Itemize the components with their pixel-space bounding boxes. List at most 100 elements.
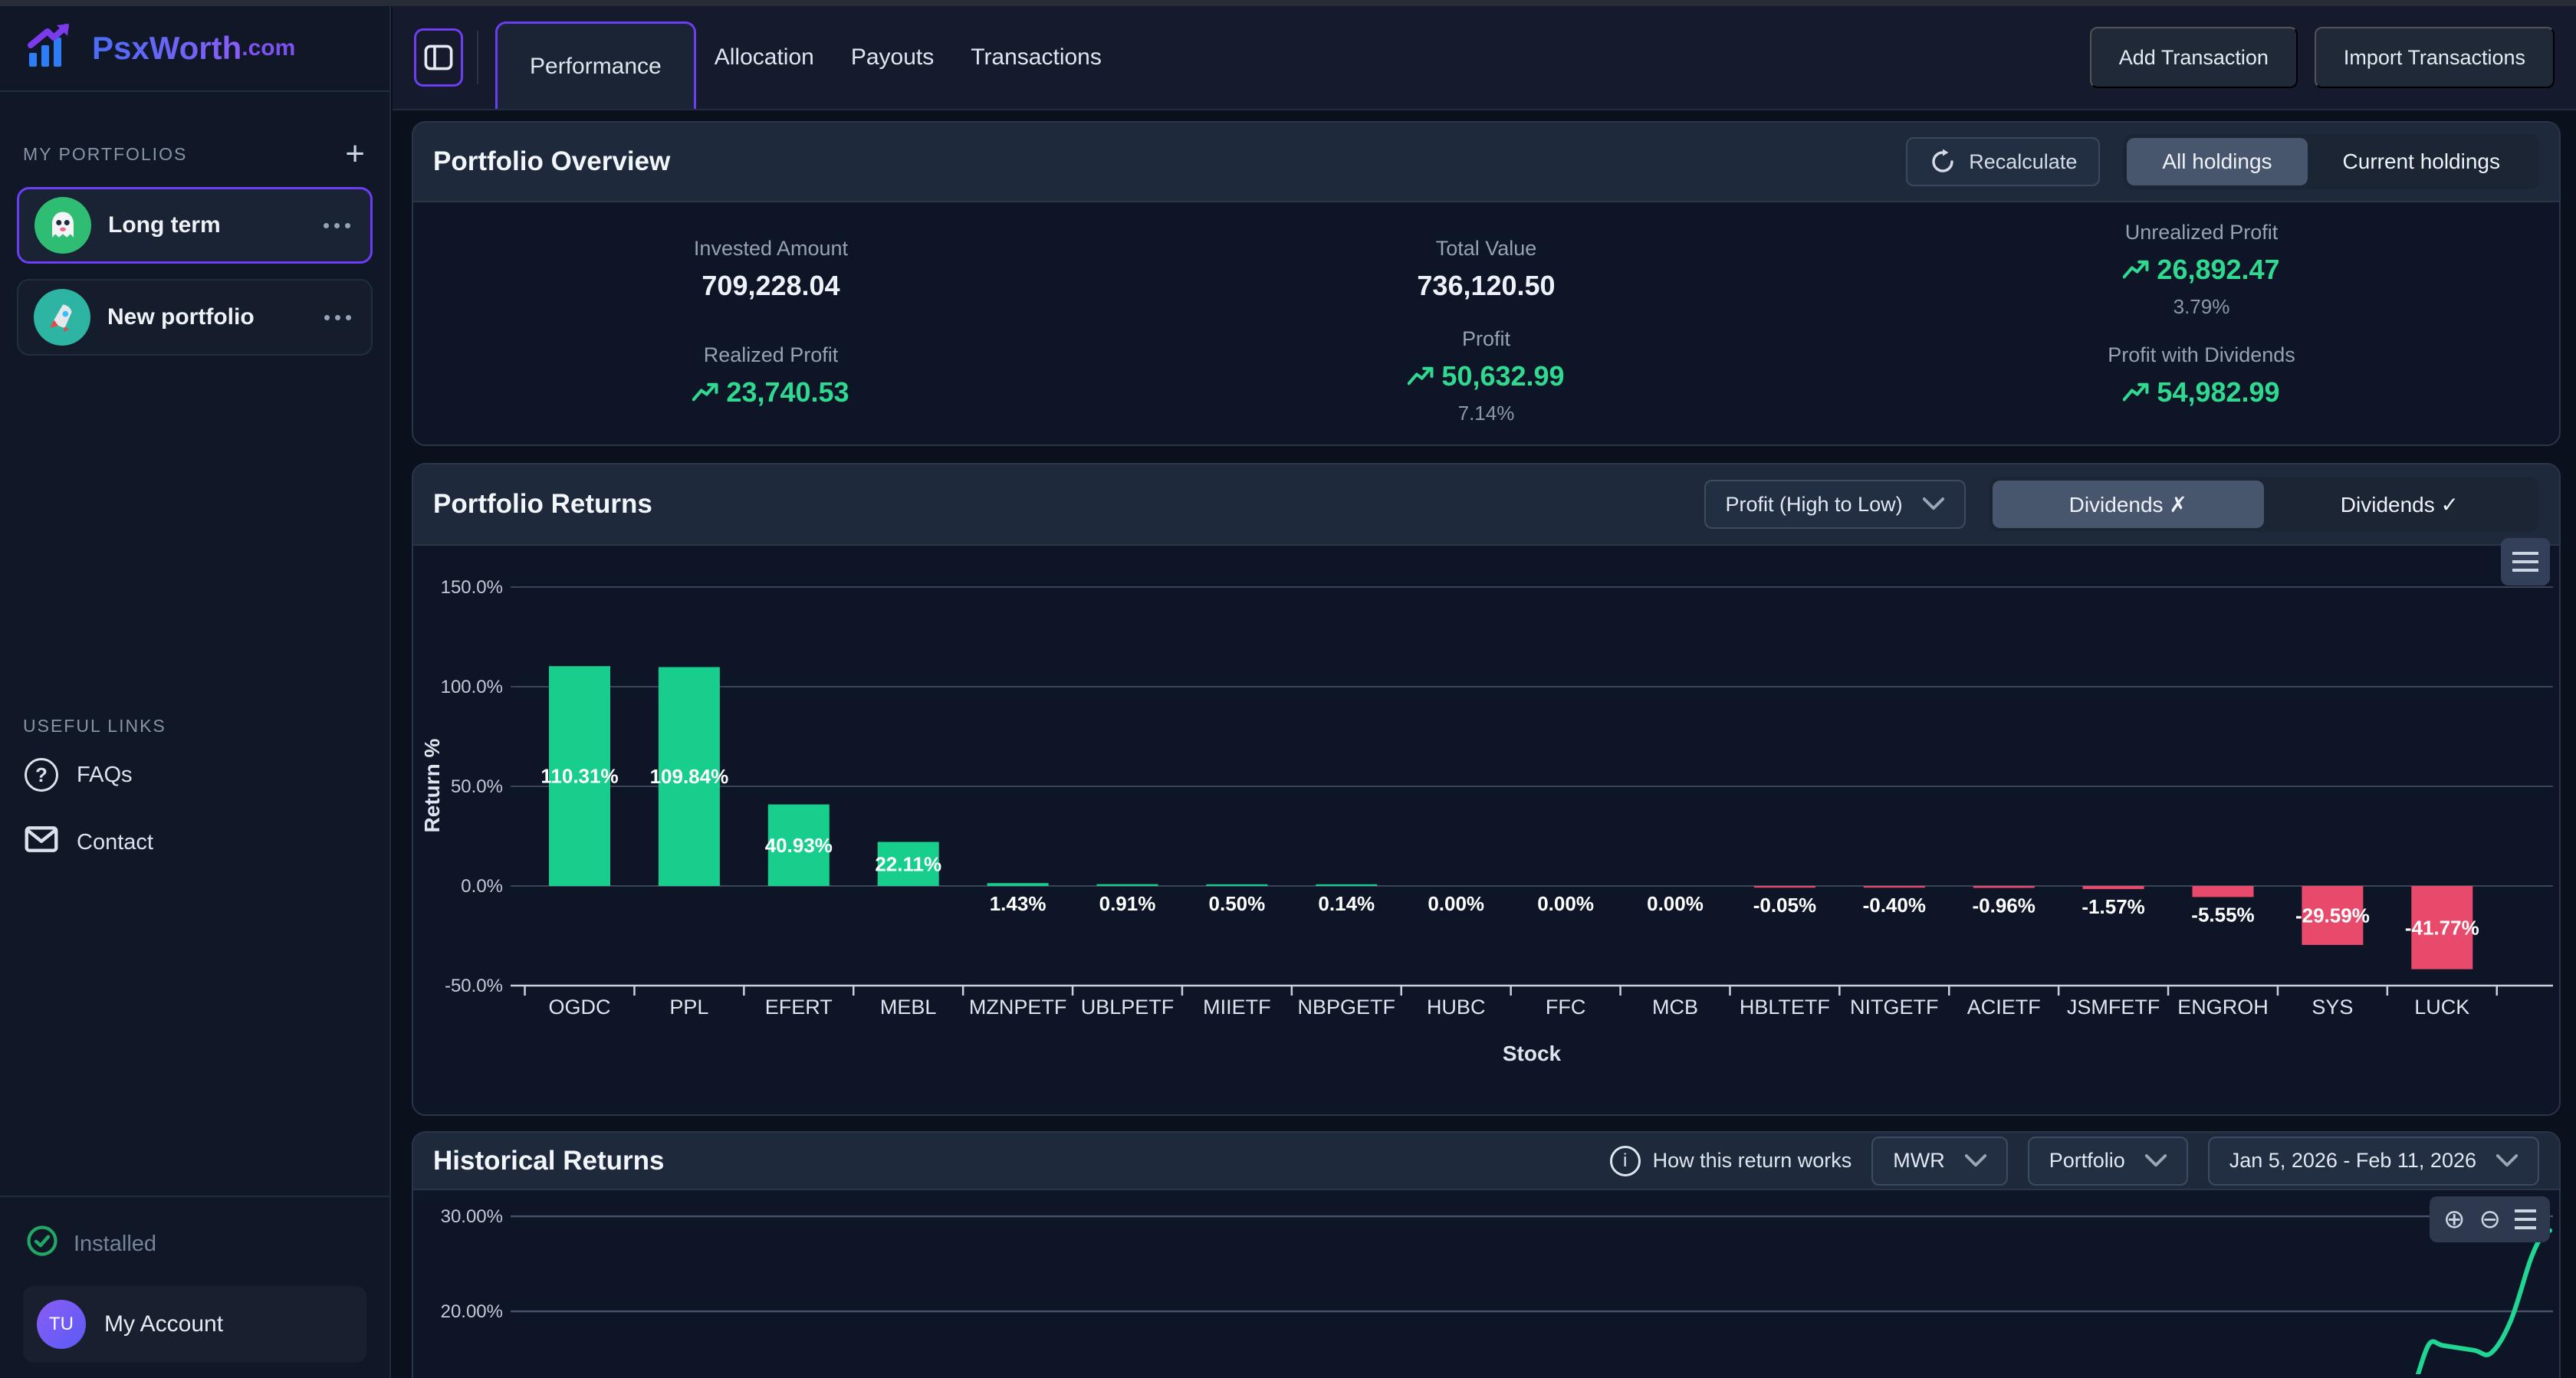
sidebar-item-portfolio-new[interactable]: New portfolio (17, 279, 373, 356)
avatar: TU (37, 1300, 86, 1349)
tab-allocation[interactable]: Allocation (714, 44, 814, 70)
chevron-down-icon (2144, 1153, 2167, 1166)
chart-menu-button[interactable] (2501, 538, 2550, 586)
sidebar-item-contact[interactable]: Contact (25, 825, 365, 859)
chart-zoom-controls: ⊕ ⊖ (2430, 1196, 2550, 1242)
useful-links-header: USEFUL LINKS (23, 716, 366, 737)
trend-up-icon (2123, 382, 2149, 402)
stat-profit-with-dividends: Profit with Dividends 54,982.99 (2108, 343, 2295, 408)
svg-text:110.31%: 110.31% (540, 765, 618, 788)
current-holdings-toggle[interactable]: Current holdings (2342, 149, 2500, 173)
svg-text:22.11%: 22.11% (875, 852, 941, 875)
portfolio-menu-icon[interactable] (320, 307, 356, 328)
sort-dropdown-value: Profit (High to Low) (1725, 492, 1903, 516)
useful-links: USEFUL LINKS ? FAQs Contact (17, 716, 373, 859)
svg-text:-0.96%: -0.96% (1973, 894, 2036, 917)
portfolio-menu-icon[interactable] (319, 215, 355, 236)
portfolio-name: New portfolio (107, 304, 255, 330)
svg-text:Stock: Stock (1503, 1042, 1562, 1065)
sidebar-item-faqs[interactable]: ? FAQs (25, 758, 365, 792)
svg-text:MZNPETF: MZNPETF (969, 996, 1067, 1019)
envelope-icon (25, 825, 58, 859)
add-portfolio-button[interactable]: + (345, 135, 366, 172)
overview-stats: Invested Amount 709,228.04 Total Value 7… (413, 202, 2559, 445)
portfolio-overview-card: Portfolio Overview Recalculate All holdi… (412, 121, 2561, 446)
main-area: Performance Allocation Payouts Transacti… (393, 6, 2576, 1378)
svg-text:0.0%: 0.0% (461, 876, 503, 897)
svg-text:-29.59%: -29.59% (2295, 904, 2370, 927)
svg-text:0.00%: 0.00% (1647, 892, 1704, 915)
recalculate-button[interactable]: Recalculate (1906, 137, 2101, 186)
historical-header: Historical Returns i How this return wor… (413, 1133, 2559, 1190)
dividends-on-toggle[interactable]: Dividends ✓ (2340, 492, 2459, 517)
dividends-toggle: Dividends ✗ Dividends ✓ (1988, 477, 2539, 532)
zoom-out-icon[interactable]: ⊖ (2479, 1205, 2502, 1234)
date-range-value: Jan 5, 2026 - Feb 11, 2026 (2229, 1149, 2476, 1172)
sidebar-middle: MY PORTFOLIOS + Long term (0, 92, 389, 1196)
svg-text:EFERT: EFERT (765, 996, 833, 1019)
scope-dropdown[interactable]: Portfolio (2027, 1136, 2188, 1186)
my-account-button[interactable]: TU My Account (23, 1286, 366, 1363)
svg-text:-41.77%: -41.77% (2405, 916, 2479, 939)
recalculate-label: Recalculate (1969, 149, 2078, 173)
tab-performance[interactable]: Performance (495, 21, 696, 109)
add-transaction-button[interactable]: Add Transaction (2089, 27, 2298, 88)
svg-text:0.50%: 0.50% (1209, 892, 1266, 915)
chevron-down-icon (1964, 1153, 1986, 1166)
dividends-off-toggle[interactable]: Dividends ✗ (1992, 481, 2264, 528)
svg-text:NBPGETF: NBPGETF (1298, 996, 1396, 1019)
question-circle-icon: ? (25, 758, 58, 792)
svg-text:JSMFETF: JSMFETF (2067, 996, 2160, 1019)
trend-up-icon (692, 382, 718, 402)
svg-text:-0.40%: -0.40% (1863, 894, 1926, 917)
hamburger-icon[interactable] (2515, 1209, 2536, 1229)
zoom-in-icon[interactable]: ⊕ (2443, 1205, 2466, 1234)
brand-tld: .com (242, 35, 296, 61)
svg-text:0.91%: 0.91% (1099, 892, 1156, 915)
tab-transactions[interactable]: Transactions (971, 44, 1102, 70)
brand[interactable]: PsxWorth .com (0, 6, 389, 92)
import-transactions-button[interactable]: Import Transactions (2314, 27, 2555, 88)
how-return-works-label: How this return works (1652, 1149, 1852, 1172)
svg-text:MIIETF: MIIETF (1203, 996, 1271, 1019)
portfolio-returns-card: Portfolio Returns Profit (High to Low) D… (412, 463, 2561, 1116)
check-circle-icon (26, 1225, 58, 1263)
chevron-down-icon (2496, 1153, 2518, 1166)
svg-text:0.00%: 0.00% (1428, 892, 1484, 915)
svg-text:150.0%: 150.0% (441, 577, 503, 598)
how-return-works[interactable]: i How this return works (1609, 1145, 1852, 1176)
svg-text:-50.0%: -50.0% (445, 976, 503, 996)
svg-text:MCB: MCB (1652, 996, 1698, 1019)
svg-text:-5.55%: -5.55% (2191, 903, 2254, 926)
panel-left-icon (424, 44, 453, 71)
svg-text:NITGETF: NITGETF (1850, 996, 1939, 1019)
all-holdings-toggle[interactable]: All holdings (2127, 138, 2308, 185)
svg-text:0.14%: 0.14% (1318, 892, 1375, 915)
rocket-emoji-icon (34, 289, 90, 346)
contact-label: Contact (77, 829, 153, 855)
stat-unrealized-profit: Unrealized Profit 26,892.47 3.79% (1844, 216, 2559, 323)
useful-links-label: USEFUL LINKS (23, 716, 166, 736)
tab-payouts[interactable]: Payouts (850, 44, 935, 70)
method-dropdown[interactable]: MWR (1871, 1136, 2008, 1186)
date-range-dropdown[interactable]: Jan 5, 2026 - Feb 11, 2026 (2207, 1136, 2539, 1186)
info-icon: i (1609, 1145, 1641, 1176)
trend-up-icon (2123, 260, 2149, 278)
stat-total-value: Total Value 736,120.50 (1417, 237, 1556, 301)
content-scroll-area[interactable]: Portfolio Overview Recalculate All holdi… (393, 110, 2576, 1378)
svg-text:ACIETF: ACIETF (1967, 996, 2041, 1019)
svg-text:LUCK: LUCK (2414, 996, 2469, 1019)
svg-text:0.00%: 0.00% (1537, 892, 1594, 915)
chevron-down-icon (1922, 497, 1944, 510)
svg-text:OGDC: OGDC (549, 996, 611, 1019)
sidebar-toggle-button[interactable] (414, 28, 463, 87)
svg-text:-1.57%: -1.57% (2082, 895, 2144, 918)
sort-dropdown[interactable]: Profit (High to Low) (1704, 480, 1966, 529)
svg-text:ENGROH: ENGROH (2177, 996, 2269, 1019)
scope-dropdown-value: Portfolio (2049, 1149, 2125, 1172)
installed-label: Installed (74, 1231, 157, 1256)
sidebar-bottom: Installed TU My Account (0, 1196, 389, 1378)
sidebar-item-portfolio-long-term[interactable]: Long term (17, 187, 373, 264)
installed-status: Installed (26, 1225, 366, 1263)
